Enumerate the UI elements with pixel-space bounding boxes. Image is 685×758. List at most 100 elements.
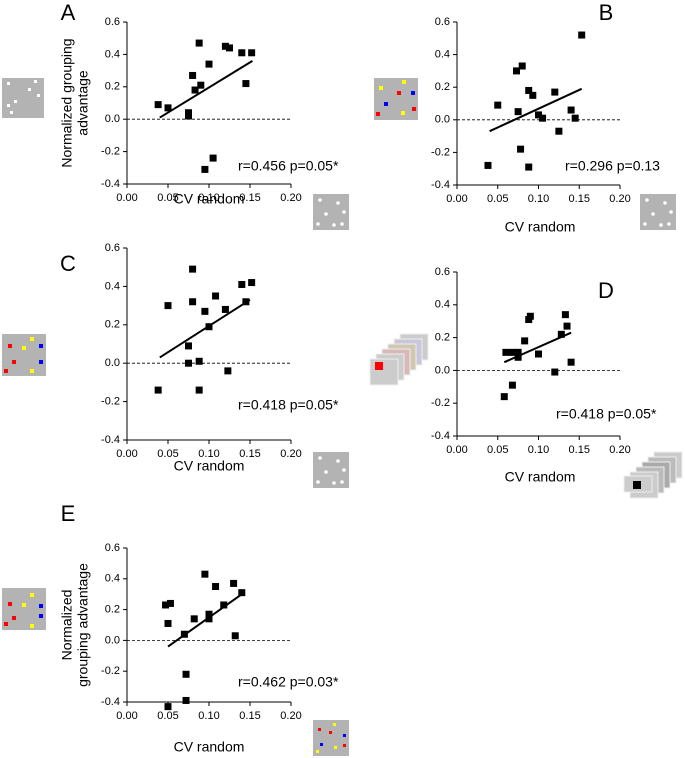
data-point xyxy=(238,589,246,597)
y-tick-label: 0.4 xyxy=(105,48,120,60)
data-point xyxy=(518,62,526,70)
data-point xyxy=(561,311,569,319)
x-tick-label: 0.15 xyxy=(239,710,260,722)
data-point xyxy=(195,39,203,47)
x-tick-label: 0.20 xyxy=(280,192,301,204)
x-tick-label: 0.05 xyxy=(157,448,178,460)
panel-label: E xyxy=(61,501,76,526)
y-tick-label: 0.0 xyxy=(435,364,450,376)
y-tick-label: 0.2 xyxy=(435,332,450,344)
x-tick-label: 0.00 xyxy=(116,192,137,204)
panel-label: C xyxy=(60,251,76,276)
data-point xyxy=(212,292,220,300)
y-tick-label: 0.4 xyxy=(105,573,120,585)
data-point xyxy=(242,80,250,88)
stimulus-icon xyxy=(374,78,418,120)
data-point xyxy=(154,386,162,394)
data-point xyxy=(557,330,565,338)
data-point xyxy=(500,393,508,401)
x-tick-label: 0.00 xyxy=(116,710,137,722)
regression-line xyxy=(167,593,243,648)
stimulus-icon xyxy=(640,194,676,230)
x-axis-label: CV random xyxy=(505,219,576,235)
data-point xyxy=(195,386,203,394)
y-tick-label: 0.6 xyxy=(105,542,120,554)
x-tick-label: 0.00 xyxy=(446,444,467,456)
data-point xyxy=(205,615,213,623)
data-point xyxy=(190,615,198,623)
stimulus-icon xyxy=(2,334,46,376)
data-point xyxy=(201,570,209,578)
x-tick-label: 0.00 xyxy=(116,448,137,460)
data-point xyxy=(517,145,525,153)
data-point xyxy=(221,305,229,313)
data-point xyxy=(189,265,197,273)
data-point xyxy=(162,601,170,609)
y-tick-label: -0.2 xyxy=(431,146,450,158)
x-tick-label: 0.20 xyxy=(280,710,301,722)
regression-line xyxy=(159,298,251,359)
data-point xyxy=(535,350,542,358)
data-point xyxy=(164,302,172,310)
panel-label: B xyxy=(599,0,614,25)
x-axis-label: CV random xyxy=(174,458,245,474)
y-axis-label: Normalized grouping xyxy=(59,38,75,167)
data-point xyxy=(508,381,516,389)
data-point xyxy=(166,599,174,607)
y-tick-label: -0.4 xyxy=(431,430,450,442)
data-point xyxy=(205,610,213,618)
data-point xyxy=(578,31,586,39)
x-tick-label: 0.15 xyxy=(239,448,260,460)
y-tick-label: -0.2 xyxy=(431,397,450,409)
y-tick-label: 0.4 xyxy=(105,280,120,292)
annotation: r=0.456 p=0.05* xyxy=(238,158,339,174)
y-tick-label: 0.0 xyxy=(105,113,120,125)
data-point xyxy=(185,359,192,367)
y-tick-label: 0.6 xyxy=(105,16,120,28)
data-point xyxy=(220,601,228,609)
data-point xyxy=(182,670,190,678)
data-point xyxy=(514,353,522,361)
annotation: r=0.296 p=0.13 xyxy=(565,158,660,174)
annotation: r=0.418 p=0.05* xyxy=(556,406,657,422)
data-point xyxy=(512,67,520,75)
stimulus-icon xyxy=(623,451,683,499)
data-point xyxy=(248,49,256,57)
data-point xyxy=(238,280,246,288)
x-tick-label: 0.05 xyxy=(157,192,178,204)
stimulus-icon xyxy=(313,452,349,488)
regression-line xyxy=(503,331,572,364)
data-point xyxy=(555,127,563,135)
x-tick-label: 0.10 xyxy=(528,444,549,456)
stimulus-icon xyxy=(313,720,349,756)
y-tick-label: 0.4 xyxy=(435,299,450,311)
data-point xyxy=(551,88,559,96)
y-tick-label: 0.0 xyxy=(105,634,120,646)
data-point xyxy=(226,44,233,52)
data-point xyxy=(164,104,172,112)
y-axis-label: advantage xyxy=(75,70,91,136)
stimulus-icon xyxy=(313,194,349,230)
data-point xyxy=(551,368,559,376)
data-point xyxy=(185,112,192,120)
annotation: r=0.418 p=0.05* xyxy=(238,397,339,413)
data-point xyxy=(514,108,522,116)
stimulus-icon xyxy=(2,588,46,630)
data-point xyxy=(230,579,238,587)
y-tick-label: -0.4 xyxy=(101,434,120,446)
y-tick-label: 0.6 xyxy=(105,242,120,254)
data-point xyxy=(221,42,229,50)
x-tick-label: 0.00 xyxy=(446,193,467,205)
data-point xyxy=(525,86,533,94)
data-point xyxy=(201,165,209,173)
y-tick-label: 0.0 xyxy=(435,114,450,126)
y-tick-label: 0.4 xyxy=(435,49,450,61)
y-tick-label: 0.0 xyxy=(105,357,120,369)
x-tick-label: 0.10 xyxy=(198,192,219,204)
y-tick-label: 0.6 xyxy=(435,266,450,278)
data-point xyxy=(238,49,246,57)
data-point xyxy=(197,81,205,89)
data-point xyxy=(567,358,575,366)
regression-line xyxy=(159,60,253,119)
